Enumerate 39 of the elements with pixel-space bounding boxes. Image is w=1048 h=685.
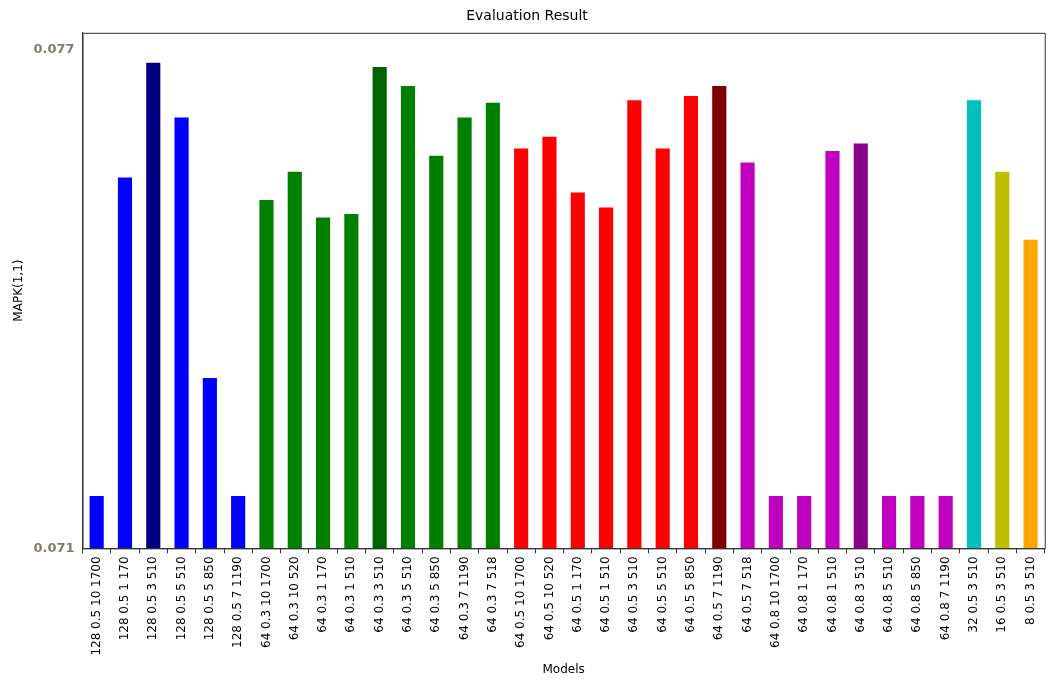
y-tick-label: 0.077 xyxy=(33,40,75,56)
x-tick-label: 64 0.5 10 520 xyxy=(541,556,556,641)
x-axis-title: Models xyxy=(542,661,585,676)
x-tick-label: 64 0.5 10 1700 xyxy=(513,556,528,648)
x-tick-label: 64 0.3 1 510 xyxy=(343,556,358,633)
x-tick-label: 64 0.8 3 510 xyxy=(852,556,867,633)
x-tick-label: 128 0.5 10 1700 xyxy=(88,556,103,656)
x-tick-label: 64 0.8 5 510 xyxy=(881,556,896,633)
x-tick-label: 64 0.5 7 518 xyxy=(739,556,754,633)
x-tick-label: 64 0.8 1 170 xyxy=(796,556,811,633)
x-tick-label: 16 0.5 3 510 xyxy=(994,556,1009,633)
x-tick-label: 64 0.5 1 170 xyxy=(569,556,584,633)
x-tick-label: 64 0.8 10 1700 xyxy=(768,556,782,648)
x-tick-label: 64 0.3 5 510 xyxy=(400,556,415,633)
chart-title: Evaluation Result xyxy=(466,7,589,24)
x-tick-label: 64 0.3 10 520 xyxy=(286,556,301,641)
x-tick-label: 128 0.5 5 850 xyxy=(202,556,216,641)
x-tick-label: 128 0.5 3 510 xyxy=(145,556,160,641)
x-tick-label: 128 0.5 7 1190 xyxy=(230,556,245,648)
x-tick-label: 64 0.3 10 1700 xyxy=(258,556,273,648)
x-tick-label: 64 0.3 1 170 xyxy=(315,556,330,633)
x-tick-label: 64 0.3 7 518 xyxy=(485,556,499,633)
x-tick-label: 64 0.8 5 850 xyxy=(909,556,924,633)
x-tick-label: 64 0.3 7 1190 xyxy=(456,556,471,641)
x-tick-label: 64 0.5 1 510 xyxy=(598,556,613,633)
x-tick-label: 128 0.5 1 170 xyxy=(117,556,132,641)
x-tick-label: 8 0.5 3 510 xyxy=(1022,556,1037,626)
x-tick-label: 64 0.3 3 510 xyxy=(371,556,386,633)
x-tick-label: 64 0.5 5 510 xyxy=(654,556,669,633)
x-tick-label: 64 0.8 7 1190 xyxy=(937,556,952,641)
x-tick-label: 32 0.5 3 510 xyxy=(966,556,981,633)
x-tick-label: 64 0.8 1 510 xyxy=(824,556,839,633)
x-tick-label: 64 0.5 7 1190 xyxy=(711,556,726,641)
x-tick-label: 64 0.3 5 850 xyxy=(428,556,443,633)
x-tick-label: 128 0.5 5 510 xyxy=(173,556,188,641)
y-tick-label: 0.071 xyxy=(33,539,75,555)
x-tick-label: 64 0.5 5 850 xyxy=(683,556,698,633)
y-axis-title: MAPK(1,1) xyxy=(11,259,26,322)
x-tick-label: 64 0.5 3 510 xyxy=(626,556,641,633)
